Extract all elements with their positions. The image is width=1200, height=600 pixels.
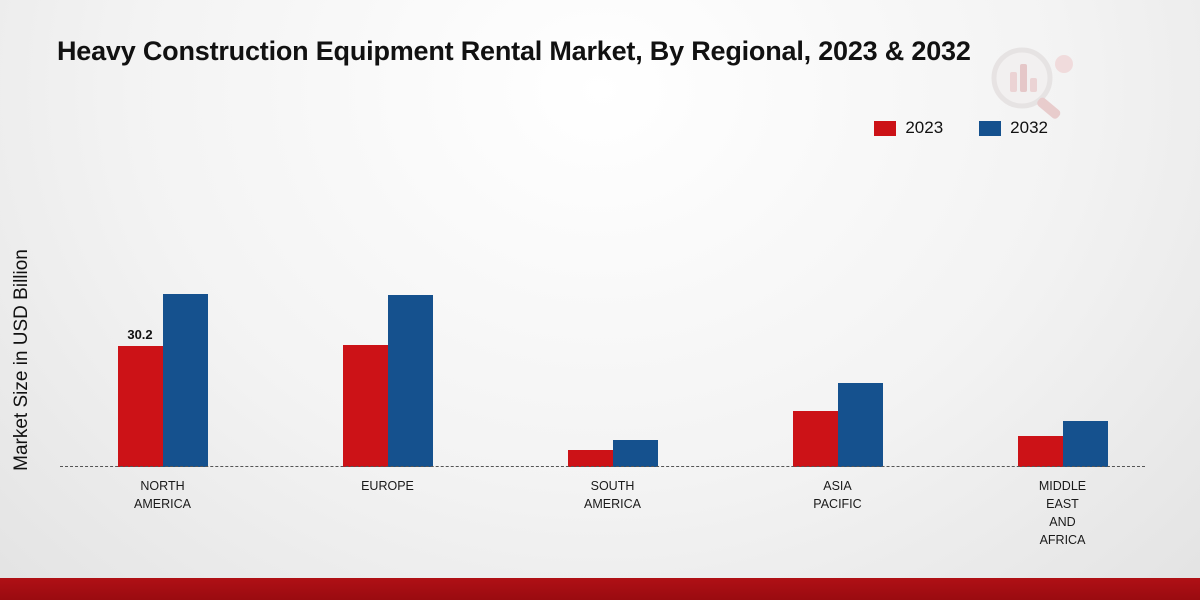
bar-2032-category-3 (837, 383, 883, 467)
bar-2032-category-2 (612, 440, 658, 467)
brand-watermark-logo-icon (980, 42, 1080, 127)
bar-2023-category-4 (1017, 436, 1063, 467)
y-axis-title: Market Size in USD Billion (11, 249, 32, 471)
x-axis-labels: NORTH AMERICA EUROPE SOUTH AMERICA ASIA PAC… (50, 477, 1175, 550)
bar-2023-category-1 (342, 345, 388, 467)
legend-swatch-2032 (979, 120, 1002, 136)
x-axis-label-4: MIDDLE EAST AND AFRICA (1038, 479, 1087, 548)
bar-group-3 (725, 187, 950, 467)
bar-2023-category-2 (567, 450, 613, 467)
bar-group-0: 30.2 (50, 187, 275, 467)
legend-label-2032: 2032 (1010, 118, 1048, 137)
bar-2032-category-1 (387, 295, 433, 467)
x-axis-label-1: EUROPE (361, 479, 414, 493)
bar-group-2 (500, 187, 725, 467)
legend-label-2023: 2023 (905, 118, 944, 137)
bar-2032-category-0 (162, 294, 208, 467)
x-axis-dashed-line (60, 466, 1145, 467)
x-axis-label-0: NORTH AMERICA (134, 479, 191, 512)
bar-2023-category-0: 30.2 (117, 327, 163, 467)
bar-group-4 (950, 187, 1175, 467)
x-axis-label-3: ASIA PACIFIC (813, 479, 862, 512)
legend-item-2023: 2023 (874, 118, 943, 138)
legend-item-2032: 2032 (979, 118, 1048, 138)
bar-2032-category-4 (1062, 421, 1108, 467)
chart-title: Heavy Construction Equipment Rental Mark… (57, 36, 971, 66)
x-axis-label-2: SOUTH AMERICA (584, 479, 641, 512)
bar-2023-category-3 (792, 411, 838, 467)
legend-swatch-2023 (874, 120, 897, 136)
plot-area: 30.2 (50, 187, 1175, 467)
legend: 2023 2032 (874, 118, 1048, 138)
bottom-accent-band (0, 578, 1200, 600)
bar-group-1 (275, 187, 500, 467)
bar-value-label: 30.2 (127, 327, 153, 342)
